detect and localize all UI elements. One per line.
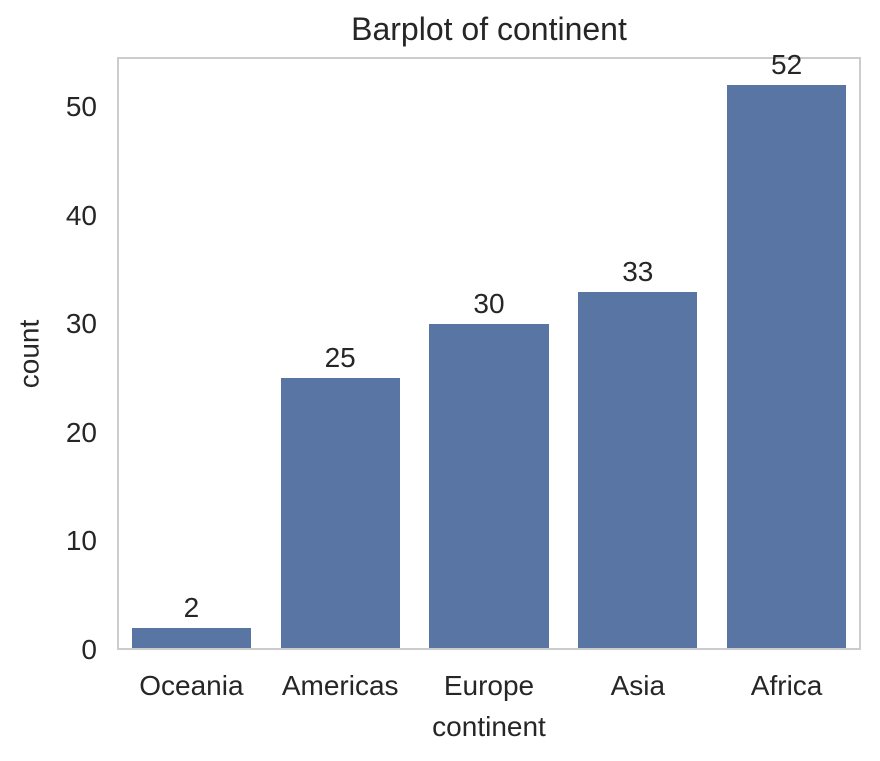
x-tick-label-asia: Asia — [610, 670, 666, 701]
y-tick-label: 30 — [65, 308, 97, 340]
bar-value-label: 30 — [473, 288, 505, 320]
y-tick-label: 10 — [65, 525, 97, 557]
x-tick-label-americas: Americas — [281, 670, 399, 701]
bar-value-label: 2 — [183, 592, 200, 624]
y-tick-label: 50 — [65, 90, 97, 122]
chart-title: Barplot of continent — [351, 11, 627, 47]
y-axis-label-wrap: count — [0, 57, 58, 650]
bar-europe — [429, 324, 549, 648]
bar-americas — [280, 378, 400, 648]
y-axis-label: count — [13, 319, 44, 388]
y-tick-label: 20 — [65, 416, 97, 448]
y-tick-label: 0 — [81, 634, 97, 665]
bar-asia — [578, 291, 698, 648]
bar-value-label: 25 — [324, 342, 356, 374]
bar-value-label: 33 — [622, 255, 654, 287]
bar-value-label: 52 — [771, 49, 803, 81]
x-tick-label-europe: Europe — [443, 670, 535, 701]
bar-africa — [727, 85, 847, 648]
x-axis-label: continent — [432, 711, 546, 742]
x-tick-label-oceania: Oceania — [139, 670, 244, 701]
bar-oceania — [131, 628, 251, 648]
y-tick-label: 40 — [65, 199, 97, 231]
x-tick-label-africa: Africa — [750, 670, 823, 701]
